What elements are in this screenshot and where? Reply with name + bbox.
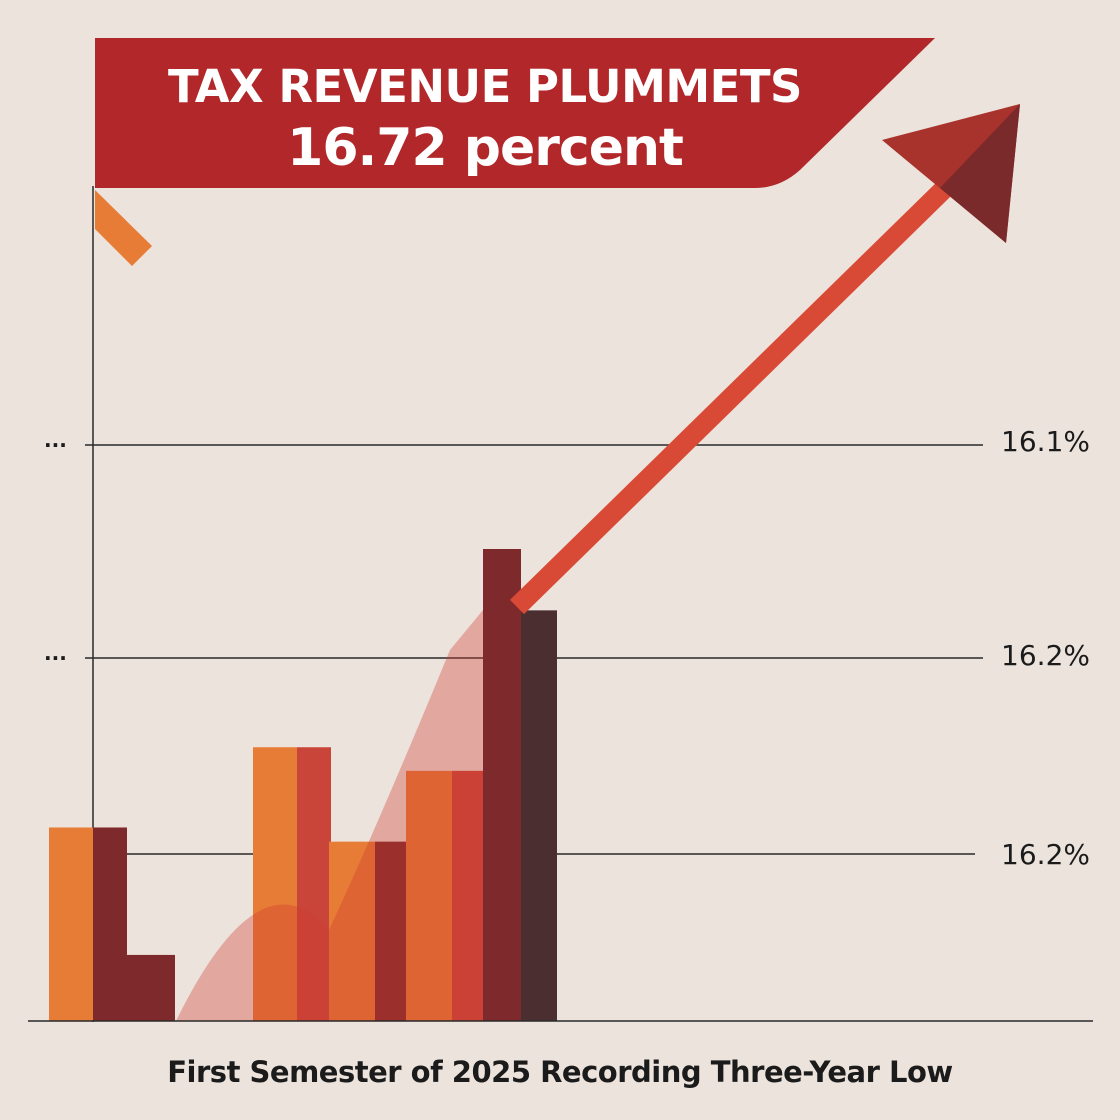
bar-5-right xyxy=(521,610,557,1021)
bar-4-left xyxy=(406,770,452,1021)
title-banner xyxy=(95,38,935,188)
bar-0-right xyxy=(93,827,127,1021)
y-tick-left-2: ... xyxy=(44,641,67,665)
bar-4-right xyxy=(452,770,484,1021)
bar-3-left xyxy=(329,841,375,1021)
bar-2-left xyxy=(253,747,297,1021)
chart-title: TAX REVENUE PLUMMETS xyxy=(168,60,802,113)
bar-1-left xyxy=(127,954,151,1021)
trend-arrow-head-shade xyxy=(940,104,1020,243)
y-tick-right-1: 16.1% xyxy=(1001,425,1090,458)
bar-5-left xyxy=(483,549,521,1021)
bar-0-left xyxy=(49,827,93,1021)
y-tick-right-2: 16.2% xyxy=(1001,639,1090,672)
chart-footer: First Semester of 2025 Recording Three-Y… xyxy=(167,1055,953,1089)
bars-group xyxy=(49,549,557,1021)
y-tick-left-1: ... xyxy=(44,428,67,452)
banner-ribbon-tail xyxy=(95,190,152,266)
bar-1-right xyxy=(151,954,175,1021)
chart-subtitle: 16.72 percent xyxy=(287,118,684,178)
bar-shading-sweep xyxy=(176,610,483,1021)
bar-3-right xyxy=(375,841,406,1021)
bar-2-right xyxy=(297,747,331,1021)
trend-arrow-shaft xyxy=(510,180,952,615)
y-tick-right-3: 16.2% xyxy=(1001,838,1090,871)
